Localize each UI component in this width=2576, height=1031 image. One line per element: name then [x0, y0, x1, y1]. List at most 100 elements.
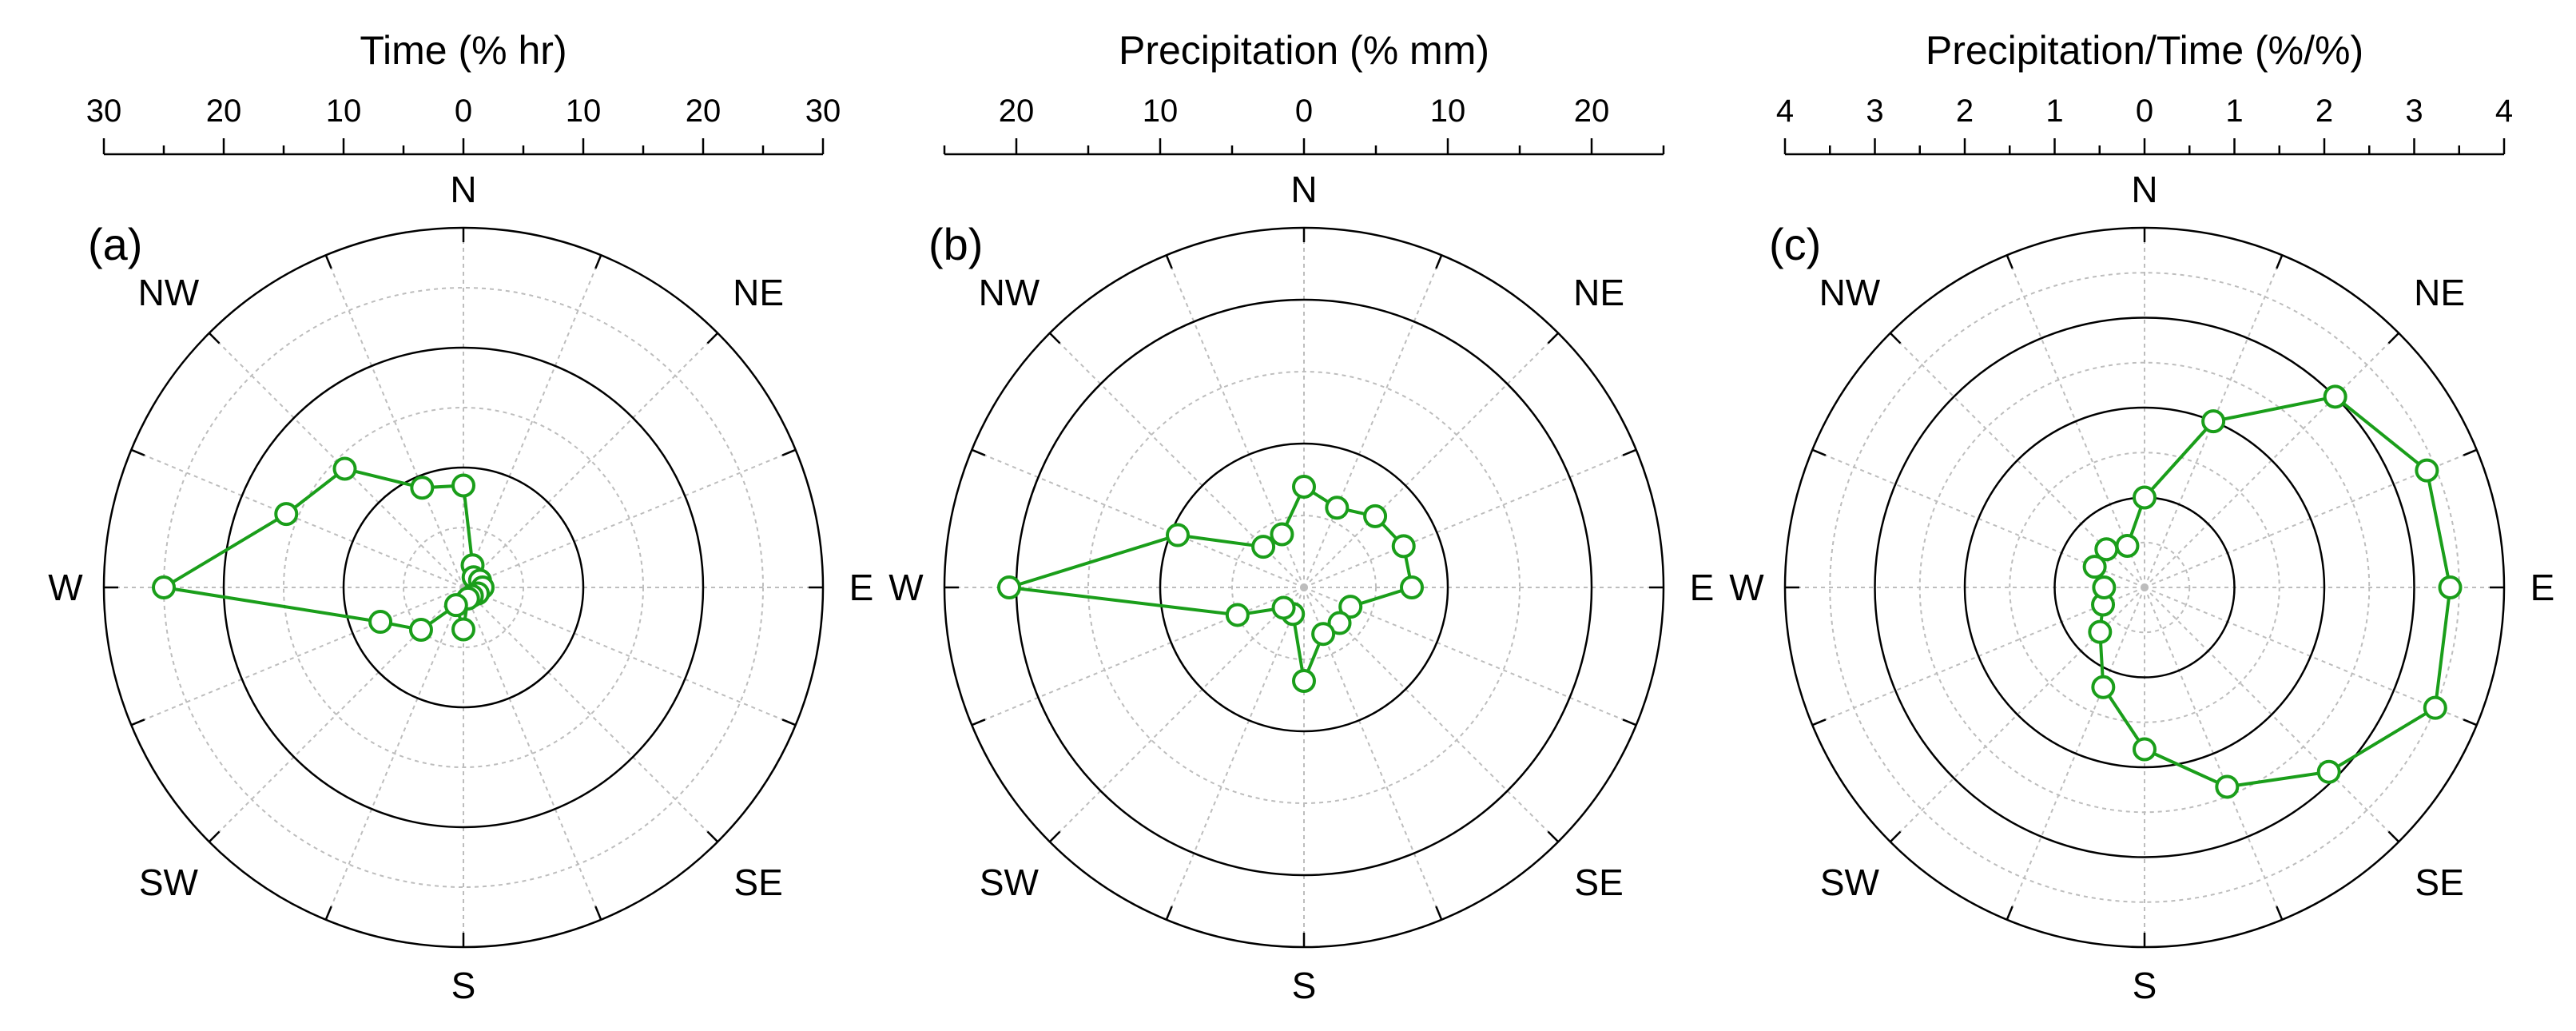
chart-1-data-point: [1292, 669, 1316, 693]
chart-0-grid-spoke: [463, 587, 797, 726]
chart-0-direction-label: N: [450, 169, 476, 210]
chart-0-outer-tick: [706, 332, 719, 344]
chart-2-direction-label: E: [2530, 567, 2555, 608]
chart-0-outer-tick: [130, 719, 145, 726]
chart-0-outer-tick: [208, 830, 221, 843]
chart-0-data-point: [451, 473, 475, 498]
chart-0-tick-label: 30: [805, 94, 841, 129]
chart-1-direction-label: N: [1290, 169, 1317, 210]
chart-1-tick-label: 0: [1295, 94, 1313, 129]
chart-2-outer-tick: [2387, 332, 2400, 344]
chart-1-outer-tick: [1435, 906, 1443, 921]
chart-1-outer-tick: [1547, 332, 1560, 344]
chart-2-data-point: [2438, 575, 2463, 599]
chart-2-tick-label: 1: [2225, 94, 2243, 129]
chart-2-outer-tick: [1811, 719, 1827, 726]
chart-1-grid-spoke: [971, 587, 1305, 726]
chart-1-grid-spoke: [1165, 587, 1305, 921]
chart-1-direction-label: NW: [979, 272, 1040, 313]
chart-2-direction-label: S: [2133, 965, 2157, 1006]
chart-0-grid-spoke: [463, 332, 718, 588]
chart-1-panel-label: (b): [928, 219, 983, 269]
chart-1-outer-tick: [1622, 448, 1637, 456]
chart-0-direction-label: NE: [733, 272, 784, 313]
chart-2-direction-label: W: [1729, 567, 1764, 608]
chart-1-title: Precipitation (% mm): [1119, 28, 1489, 73]
chart-1-direction-label: SE: [1574, 862, 1623, 903]
chart-1-data-point: [997, 575, 1021, 599]
chart-1-data-point: [1338, 595, 1363, 619]
chart-2-data-point: [2323, 384, 2347, 409]
chart-1-data-point: [1400, 575, 1424, 599]
chart-2-title: Precipitation/Time (%/%): [1926, 28, 2363, 73]
chart-2-data-point: [2115, 534, 2140, 559]
chart-1-data-point: [1327, 611, 1352, 635]
chart-2-data-point: [2201, 409, 2226, 434]
chart-1-outer-tick: [971, 719, 986, 726]
chart-1-direction-label: W: [888, 567, 924, 608]
chart-0-direction-label: S: [451, 965, 476, 1006]
chart-1-data-point: [1270, 522, 1294, 547]
chart-1-tick-label: 20: [999, 94, 1035, 129]
chart-1-grid-circle-dotted: [1231, 515, 1377, 660]
panel-a: Time (% hr) 30 20 10 0 10 20 30 N NE E SE S SW W NW(a): [48, 28, 873, 1006]
chart-1-tick-label: 20: [1574, 94, 1610, 129]
chart-2-outer-tick: [2463, 719, 2478, 726]
chart-1-series-line: [1008, 484, 1414, 687]
chart-0-data-point: [408, 618, 433, 643]
chart-0-grid-circle-dotted: [283, 407, 644, 768]
chart-2-tick-label: 0: [2136, 94, 2153, 129]
chart-1-outer-tick: [1547, 830, 1560, 843]
chart-0-data-point: [368, 610, 393, 635]
chart-0-grid-spoke: [463, 254, 602, 588]
chart-1-tick-label: 10: [1143, 94, 1179, 129]
chart-2-data-point: [2215, 774, 2240, 799]
chart-2-data-point: [2133, 485, 2157, 510]
chart-0-direction-label: SW: [139, 862, 199, 903]
chart-0-outer-tick: [208, 332, 221, 344]
chart-1-grid-spoke: [1303, 332, 1559, 588]
chart-2-data-point: [2423, 695, 2447, 720]
chart-0-grid-circle-solid: [222, 346, 705, 829]
chart-0-direction-label: NW: [138, 272, 200, 313]
chart-0-outer-tick: [324, 906, 332, 921]
chart-2-series-line: [2093, 395, 2452, 789]
chart-1-grid-spoke: [1049, 587, 1305, 842]
chart-2-data-point: [2415, 458, 2439, 483]
chart-2-outer-tick: [1889, 332, 1902, 344]
chart-2-tick-label: 4: [2495, 94, 2513, 129]
chart-0-outer-tick: [594, 254, 602, 269]
chart-1-direction-label: SW: [980, 862, 1040, 903]
chart-1-data-point: [1325, 496, 1350, 520]
chart-0-data-point: [451, 617, 475, 642]
chart-0-data-point: [274, 502, 299, 527]
chart-0-panel-label: (a): [88, 219, 142, 269]
chart-0-grid-spoke: [463, 587, 718, 842]
chart-2-direction-label: SW: [1820, 862, 1880, 903]
chart-0-title: Time (% hr): [360, 28, 566, 73]
chart-2-outer-tick: [2006, 254, 2013, 269]
chart-2-direction-label: NE: [2414, 272, 2465, 313]
chart-2-grid-circle-dotted: [2098, 541, 2191, 634]
chart-1-data-point: [1311, 622, 1336, 647]
chart-2-grid-spoke: [2144, 587, 2478, 726]
chart-1-outer-tick: [1165, 906, 1173, 921]
chart-2-data-point: [2082, 555, 2107, 579]
chart-0-grid-circle-solid: [342, 466, 585, 709]
chart-0-direction-label: W: [48, 567, 83, 608]
chart-2-grid-circle-dotted: [2009, 452, 2280, 723]
chart-1-data-point: [1363, 504, 1388, 528]
chart-0-data-point: [443, 593, 468, 618]
chart-1-data-point: [1271, 595, 1296, 620]
chart-1-direction-label: NE: [1573, 272, 1624, 313]
chart-1-outer-tick: [1048, 830, 1061, 843]
chart-0-outer-tick: [781, 448, 797, 456]
chart-0-tick-label: 0: [455, 94, 472, 129]
chart-2-outer-tick: [2276, 906, 2284, 921]
chart-0-outer-tick: [324, 254, 332, 269]
chart-1-outer-tick: [1048, 332, 1061, 344]
chart-1-data-point: [1225, 603, 1250, 627]
chart-1-data-point: [1251, 535, 1276, 559]
chart-2-grid-circle-solid: [1874, 316, 2415, 858]
